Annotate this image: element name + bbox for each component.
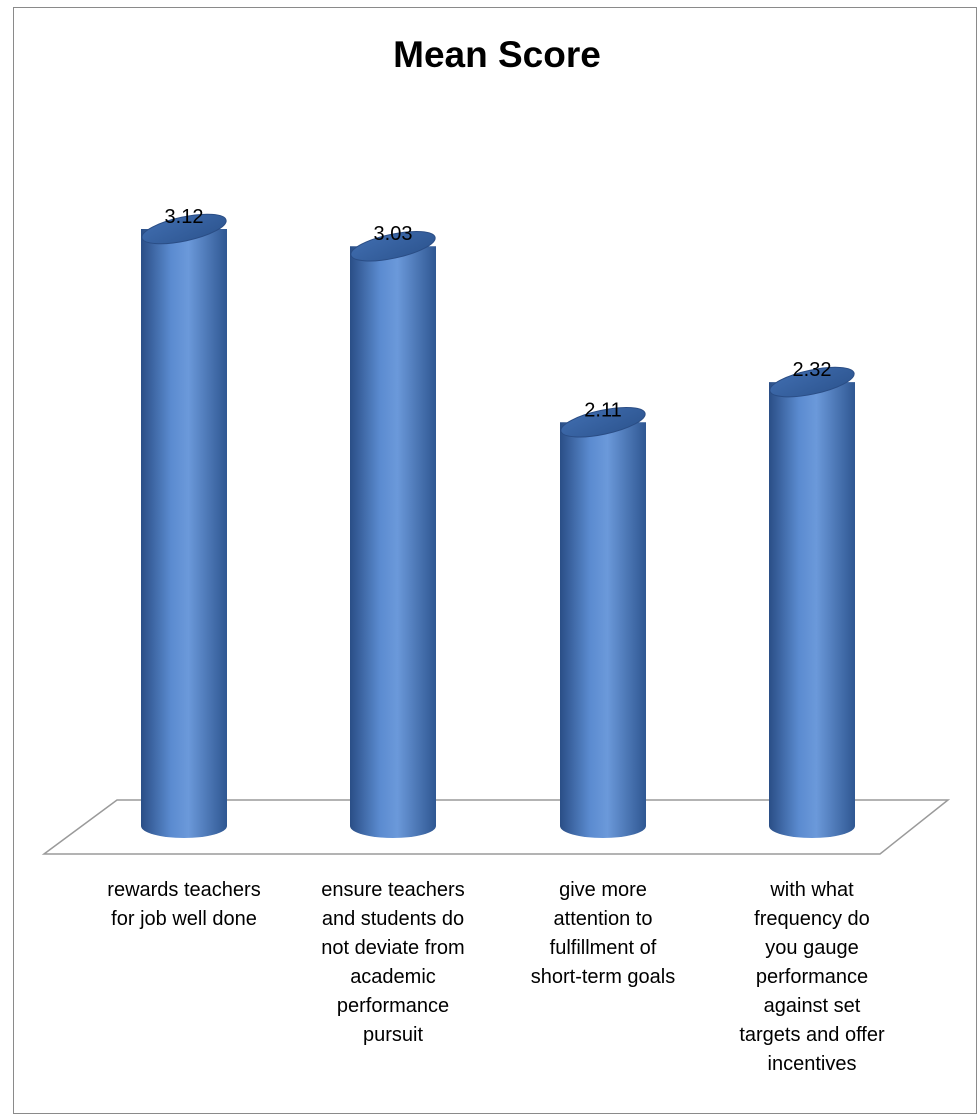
bars-group: 3.12 3.03 2.11 2.32 bbox=[141, 206, 855, 839]
bar-1 bbox=[141, 228, 227, 838]
data-label-4: 2.32 bbox=[793, 359, 832, 381]
bar-4 bbox=[769, 382, 855, 838]
category-label-2: ensure teachers and students do not devi… bbox=[321, 879, 465, 1046]
bar-3 bbox=[560, 422, 646, 838]
chart-floor bbox=[41, 799, 951, 855]
bar-top-1 bbox=[141, 213, 227, 245]
bar-top-3 bbox=[560, 406, 646, 438]
category-label-1: rewards teachers for job well done bbox=[107, 879, 261, 930]
category-label-3: give more attention to fulfillment of sh… bbox=[530, 879, 676, 988]
category-label-4: with what frequency do you gauge perform… bbox=[739, 879, 885, 1075]
bar-2 bbox=[350, 246, 436, 839]
bar-top-4 bbox=[769, 366, 855, 398]
data-label-3: 2.11 bbox=[584, 399, 621, 421]
data-label-2: 3.03 bbox=[374, 223, 413, 245]
bar-top-2 bbox=[350, 230, 436, 262]
data-label-1: 3.12 bbox=[165, 206, 204, 228]
chart-title: Mean Score bbox=[393, 34, 601, 75]
